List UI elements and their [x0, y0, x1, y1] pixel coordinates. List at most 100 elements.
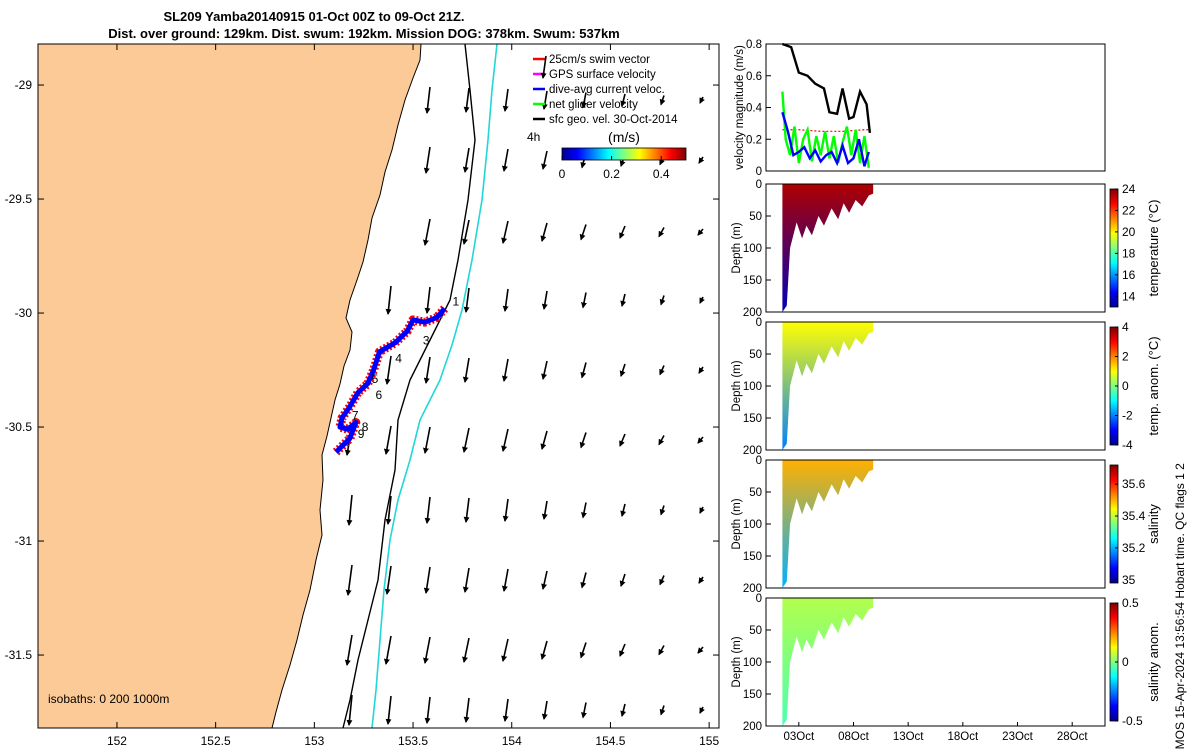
current-vector: [659, 505, 666, 516]
section-colorbar-label: temp. anom. (°C): [1146, 336, 1161, 435]
current-vector: [463, 287, 470, 313]
map-xtick-label: 152.5: [201, 734, 231, 748]
section-colorbar-tick-label: 14: [1122, 289, 1136, 303]
velocity-ytick-label: 0.6: [746, 71, 762, 83]
track-day-label: 8: [362, 420, 369, 434]
speed-colorbar-tick-label: 0.2: [603, 167, 620, 181]
current-vector: [581, 92, 587, 109]
current-vector: [580, 572, 587, 589]
section-ytick-label: 50: [749, 487, 762, 499]
map-ytick-label: -29.5: [5, 192, 33, 206]
current-vector: [424, 496, 431, 524]
current-vector: [463, 697, 470, 723]
section-ytick-label: 0: [756, 179, 762, 191]
current-vector: [346, 494, 353, 526]
current-vector: [581, 702, 587, 719]
time-tick-label: 03Oct: [783, 731, 814, 743]
track-day-label: 3: [423, 333, 430, 347]
map-xtick-label: 154.5: [595, 734, 625, 748]
current-vector: [422, 218, 431, 246]
glider-track: 1 3 4 5 6 789: [332, 295, 460, 456]
current-vector: [502, 498, 509, 522]
map-xtick-label: 155: [699, 734, 719, 748]
section-colorbar-tick-label: 35.6: [1122, 477, 1146, 491]
map-xtick-label: 154: [502, 734, 522, 748]
current-vector: [501, 428, 509, 452]
time-tick-label: 18Oct: [947, 731, 978, 743]
legend-entry-label: sfc geo. vel. 30-Oct-2014: [549, 114, 678, 126]
isobath-1000m: [371, 44, 498, 728]
section-ytick-label: 150: [743, 413, 762, 425]
map-legend: 25cm/s swim vector GPS surface velocity di…: [533, 54, 678, 126]
section-colorbar-tick-label: -2: [1122, 409, 1133, 423]
legend-entry-label: dive-avg current veloc.: [549, 84, 665, 96]
current-vector: [385, 695, 392, 725]
section-ytick-label: 0: [756, 317, 762, 329]
legend-entry-label: net glider velocity: [549, 99, 638, 111]
section-colorbar-label: temperature (°C): [1146, 200, 1161, 297]
current-vector: [424, 286, 431, 314]
footer-credit: © IMOS 15-Apr-2024 13:56:54 Hobart time.…: [1173, 463, 1187, 750]
track-day-label: 9: [358, 427, 365, 441]
section-ytick-label: 100: [743, 243, 762, 255]
figure-title-line2: Dist. over ground: 129km. Dist. swum: 19…: [108, 26, 620, 41]
section-ytick-label: 100: [743, 519, 762, 531]
current-vector: [699, 706, 705, 714]
current-vector: [659, 705, 666, 716]
current-vector: [424, 696, 431, 724]
current-vector: [541, 290, 548, 310]
speed-colorbar-tick-label: 0.4: [653, 167, 670, 181]
legend-entry-label: 25cm/s swim vector: [549, 54, 650, 66]
current-vector: [501, 638, 509, 662]
current-vector: [424, 86, 431, 114]
current-vector: [540, 430, 548, 450]
isobaths: [342, 44, 498, 728]
velocity-ytick-label: 0.2: [746, 134, 762, 146]
track-day-label: 4: [395, 352, 402, 366]
section-ytick-label: 0: [756, 593, 762, 605]
current-vector: [620, 703, 627, 717]
current-vector: [463, 87, 470, 113]
section-colorbar-tick-label: 0: [1122, 379, 1129, 393]
velocity-series-line: [781, 111, 870, 167]
map-xtick-label: 152: [107, 734, 127, 748]
current-vector: [659, 295, 666, 306]
current-vector: [698, 366, 705, 374]
current-vector: [697, 646, 704, 654]
current-vector: [462, 637, 470, 663]
current-vector: [619, 433, 626, 447]
current-vector: [699, 506, 705, 514]
current-vector: [619, 573, 626, 587]
section-colorbar-tick-label: 0.5: [1122, 596, 1139, 610]
section-colorbar-tick-label: 35: [1122, 573, 1136, 587]
map-frame: [37, 43, 720, 729]
current-vector: [579, 642, 587, 659]
current-vector: [541, 700, 548, 720]
section-ytick-label: 50: [749, 349, 762, 361]
current-vector: [658, 227, 665, 238]
current-vector: [423, 566, 431, 594]
section-ylabel: Depth (m): [731, 222, 743, 273]
current-vector: [620, 93, 627, 107]
current-vector: [502, 288, 509, 312]
section-colorbar-tick-label: -4: [1122, 438, 1133, 452]
section-colorbar-tick-label: -0.5: [1122, 714, 1143, 728]
current-vector: [462, 147, 470, 173]
current-vector: [541, 570, 548, 590]
velocity-ylabel: velocity magnitude (m/s): [734, 45, 746, 170]
current-vector: [699, 296, 705, 304]
speed-colorbar: (m/s) 0 0.2 0.4: [559, 129, 687, 181]
current-vector: [345, 564, 353, 596]
section-colorbar-tick-label: 18: [1122, 246, 1136, 260]
section-ylabel: Depth (m): [731, 360, 743, 411]
current-vector: [344, 634, 353, 666]
section-ytick-label: 100: [743, 381, 762, 393]
velocity-series-line: [782, 129, 870, 132]
current-vector: [619, 643, 626, 657]
current-vector: [581, 502, 587, 519]
current-vector: [581, 292, 587, 309]
section-ytick-label: 200: [743, 445, 762, 457]
current-vector: [541, 360, 548, 380]
current-vector: [540, 222, 548, 242]
